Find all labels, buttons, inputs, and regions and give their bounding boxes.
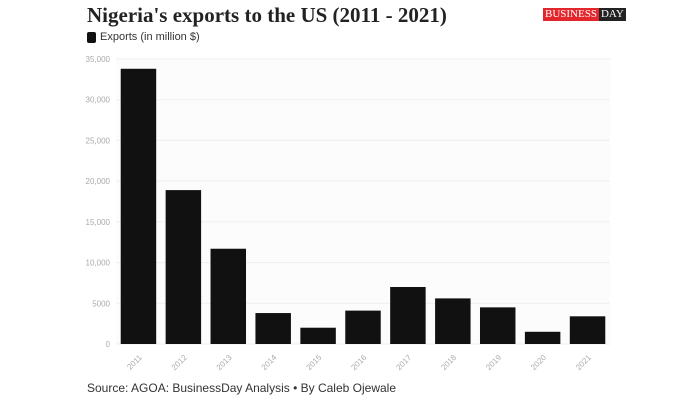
legend: Exports (in million $) xyxy=(87,31,200,43)
y-tick-label: 35,000 xyxy=(86,55,111,64)
x-tick-label: 2012 xyxy=(170,353,189,372)
legend-label: Exports (in million $) xyxy=(100,31,200,43)
x-tick-label: 2015 xyxy=(305,353,324,372)
bar-2018 xyxy=(435,298,471,344)
businessday-logo: BUSINESS DAY xyxy=(543,8,626,21)
x-tick-label: 2020 xyxy=(529,353,548,372)
bar-2021 xyxy=(569,316,606,344)
x-tick-label: 2014 xyxy=(260,353,279,372)
y-tick-label: 25,000 xyxy=(86,136,111,145)
bar-2017 xyxy=(390,287,426,344)
chart-title: Nigeria's exports to the US (2011 - 2021… xyxy=(87,3,447,27)
bar-2012 xyxy=(165,190,202,344)
logo-day: DAY xyxy=(598,8,626,21)
x-tick-label: 2011 xyxy=(125,353,144,372)
bar-2015 xyxy=(300,327,336,344)
bar-2019 xyxy=(479,307,516,344)
x-tick-label: 2019 xyxy=(484,353,503,372)
y-tick-label: 0 xyxy=(106,340,111,349)
y-tick-label: 10,000 xyxy=(86,259,111,268)
x-tick-label: 2021 xyxy=(574,353,593,372)
bar-2013 xyxy=(210,248,247,344)
logo-business: BUSINESS xyxy=(543,8,599,21)
source-note: Source: AGOA: BusinessDay Analysis • By … xyxy=(87,381,397,395)
y-tick-label: 5000 xyxy=(92,299,110,308)
bar-2014 xyxy=(255,313,291,344)
x-tick-label: 2016 xyxy=(349,353,368,372)
x-tick-label: 2017 xyxy=(394,353,413,372)
bar-2011 xyxy=(120,68,157,345)
y-tick-label: 15,000 xyxy=(86,218,111,227)
x-tick-label: 2013 xyxy=(215,353,234,372)
bar-2020 xyxy=(524,331,561,344)
y-tick-label: 20,000 xyxy=(86,177,111,186)
y-tick-label: 30,000 xyxy=(86,96,111,105)
legend-swatch xyxy=(87,31,96,43)
bar-2016 xyxy=(345,310,381,344)
x-tick-label: 2018 xyxy=(439,353,458,372)
